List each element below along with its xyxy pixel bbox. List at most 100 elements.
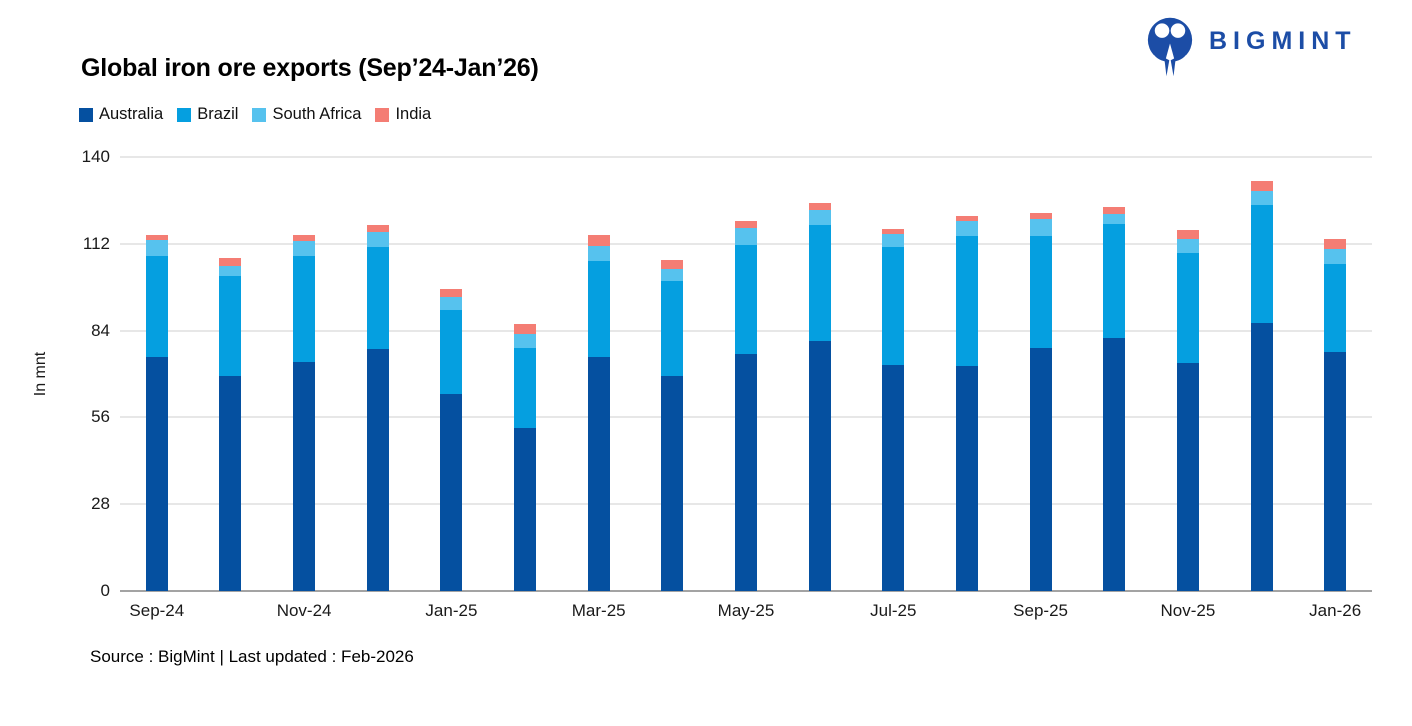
legend-item-india: India [375, 105, 431, 124]
segment-australia-Dec-25 [1250, 323, 1273, 591]
segment-australia-Aug-25 [955, 366, 978, 591]
segment-brazil-Nov-24 [293, 256, 316, 362]
stacked-bar-Aug-25 [955, 216, 978, 591]
x-tick-label-Sep-24: Sep-24 [129, 601, 185, 620]
y-axis-tick-labels: 0 28 56 84 112 140 [0, 147, 110, 600]
x-tick-label-Mar-25: Mar-25 [571, 601, 626, 620]
legend-item-australia: Australia [79, 105, 163, 124]
segment-brazil-Feb-25 [514, 347, 537, 429]
legend-label: Brazil [197, 105, 239, 123]
segment-india-Dec-25 [1250, 180, 1273, 191]
bigmint-logo: BIGMINT [1143, 16, 1357, 78]
segment-south-africa-Jan-25 [440, 296, 463, 311]
segment-australia-May-25 [735, 353, 757, 591]
segment-brazil-Oct-25 [1103, 223, 1126, 339]
segment-south-africa-Oct-24 [219, 266, 242, 277]
segment-south-africa-Jan-26 [1324, 249, 1347, 264]
stacked-bar-Mar-25 [587, 235, 610, 591]
segment-australia-Sep-25 [1029, 347, 1052, 591]
segment-brazil-May-25 [735, 245, 757, 354]
plot-area [120, 156, 1372, 592]
stacked-bar-Oct-25 [1103, 206, 1126, 591]
stacked-bar-Sep-25 [1029, 213, 1052, 591]
x-tick-label-Nov-24: Nov-24 [276, 601, 332, 620]
stacked-bar-Dec-24 [366, 224, 389, 591]
y-tick-label-112: 112 [82, 233, 110, 253]
x-tick-label-Sep-25: Sep-25 [1013, 601, 1068, 620]
segment-south-africa-Aug-25 [955, 220, 978, 237]
segment-south-africa-Dec-24 [366, 232, 389, 247]
stacked-bar-Apr-25 [661, 259, 684, 591]
segment-brazil-Aug-25 [955, 236, 978, 367]
stacked-bar-Jun-25 [808, 203, 831, 591]
bigmint-logo-text: BIGMINT [1209, 26, 1357, 55]
segment-india-Jun-25 [808, 203, 831, 210]
stacked-bar-May-25 [735, 220, 757, 591]
segment-south-africa-Jun-25 [808, 209, 831, 226]
segment-brazil-Nov-25 [1176, 253, 1199, 364]
stacked-bar-Dec-25 [1250, 180, 1273, 591]
segment-brazil-Oct-24 [219, 276, 242, 376]
legend-swatch-icon [79, 107, 93, 122]
segment-india-May-25 [735, 220, 757, 229]
segment-india-Oct-25 [1103, 206, 1126, 215]
legend: Australia Brazil South Africa India [79, 105, 445, 124]
legend-item-brazil: Brazil [177, 105, 238, 124]
segment-south-africa-Sep-24 [145, 239, 168, 257]
segment-australia-Oct-24 [219, 375, 242, 591]
stacked-bar-Feb-25 [514, 324, 537, 591]
y-tick-label-84: 84 [91, 320, 110, 340]
segment-australia-Nov-24 [293, 361, 316, 591]
segment-india-Sep-25 [1029, 213, 1052, 220]
segment-brazil-Jul-25 [882, 246, 905, 365]
segment-australia-Jul-25 [882, 364, 905, 591]
x-tick-label-Jan-25: Jan-25 [425, 601, 478, 620]
segment-south-africa-Nov-25 [1176, 239, 1199, 254]
segment-india-Sep-24 [145, 234, 168, 240]
segment-australia-Jan-26 [1324, 352, 1347, 591]
x-tick-label-Jul-25: Jul-25 [870, 601, 917, 620]
segment-south-africa-Sep-25 [1029, 219, 1052, 237]
segment-south-africa-May-25 [735, 228, 757, 246]
segment-south-africa-Nov-24 [293, 241, 316, 257]
segment-australia-Apr-25 [661, 375, 684, 591]
segment-south-africa-Jul-25 [882, 233, 905, 247]
legend-swatch-icon [375, 107, 390, 122]
segment-south-africa-Apr-25 [661, 268, 684, 282]
segment-australia-Nov-25 [1176, 363, 1199, 591]
segment-australia-Mar-25 [587, 356, 610, 591]
y-tick-label-56: 56 [91, 407, 110, 427]
segment-australia-Sep-24 [145, 356, 168, 591]
x-axis-tick-labels: Sep-24 Nov-24 Jan-25 Mar-25 May-25 Jul-25 Sep-… [120, 601, 1372, 627]
y-tick-label-140: 140 [81, 147, 110, 166]
legend-label: South Africa [272, 105, 362, 123]
segment-brazil-Jan-26 [1324, 263, 1347, 353]
segment-australia-Jan-25 [440, 394, 463, 591]
x-tick-label-Jan-26: Jan-26 [1309, 601, 1362, 620]
segment-south-africa-Dec-25 [1250, 190, 1273, 206]
x-tick-label-May-25: May-25 [717, 601, 775, 620]
stacked-bar-Jan-26 [1324, 238, 1347, 591]
stacked-bar-Sep-24 [145, 234, 168, 591]
segment-brazil-Sep-24 [145, 256, 168, 357]
segment-south-africa-Oct-25 [1103, 214, 1126, 224]
segment-brazil-Apr-25 [661, 281, 684, 376]
stacked-bar-Jul-25 [882, 228, 905, 591]
legend-label: India [395, 105, 432, 123]
y-tick-label-28: 28 [91, 494, 110, 514]
stacked-bar-Oct-24 [219, 257, 242, 591]
bigmint-people-m-icon [1147, 17, 1193, 77]
segment-brazil-Jan-25 [440, 310, 463, 395]
segment-india-Feb-25 [514, 324, 537, 334]
gridline-140 [120, 156, 1372, 158]
segment-australia-Oct-25 [1103, 338, 1126, 591]
legend-swatch-icon [177, 107, 192, 122]
segment-brazil-Jun-25 [808, 225, 831, 342]
legend-label: Australia [99, 105, 164, 123]
segment-india-Aug-25 [955, 216, 978, 221]
segment-south-africa-Feb-25 [514, 333, 537, 348]
x-axis-line [120, 590, 1372, 592]
segment-india-Jan-26 [1324, 238, 1347, 250]
